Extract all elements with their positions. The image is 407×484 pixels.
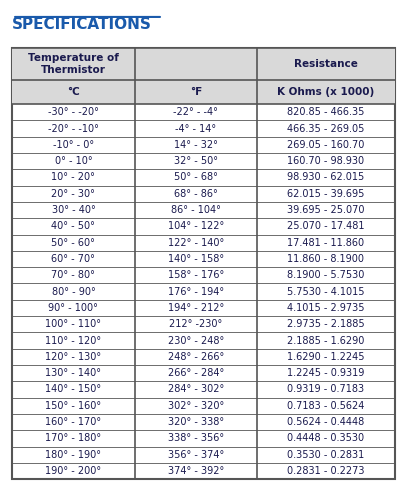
Text: 140° - 158°: 140° - 158° — [168, 254, 224, 264]
Text: 50° - 60°: 50° - 60° — [51, 238, 95, 248]
Bar — [12, 48, 395, 479]
Text: 4.1015 - 2.9735: 4.1015 - 2.9735 — [287, 303, 365, 313]
Text: 5.7530 - 4.1015: 5.7530 - 4.1015 — [287, 287, 365, 297]
Text: -30° - -20°: -30° - -20° — [48, 107, 99, 117]
Text: 374° - 392°: 374° - 392° — [168, 466, 224, 476]
Text: 80° - 90°: 80° - 90° — [52, 287, 95, 297]
Text: 302° - 320°: 302° - 320° — [168, 401, 224, 411]
Text: 190° - 200°: 190° - 200° — [45, 466, 101, 476]
Text: 39.695 - 25.070: 39.695 - 25.070 — [287, 205, 365, 215]
Text: 0.7183 - 0.5624: 0.7183 - 0.5624 — [287, 401, 365, 411]
Text: Resistance: Resistance — [294, 59, 358, 69]
Text: 8.1900 - 5.7530: 8.1900 - 5.7530 — [287, 270, 365, 280]
Text: 120° - 130°: 120° - 130° — [45, 352, 101, 362]
Text: 60° - 70°: 60° - 70° — [51, 254, 95, 264]
Text: 32° - 50°: 32° - 50° — [174, 156, 218, 166]
Text: 86° - 104°: 86° - 104° — [171, 205, 221, 215]
Text: 0.9319 - 0.7183: 0.9319 - 0.7183 — [287, 384, 365, 394]
Text: -4° - 14°: -4° - 14° — [175, 123, 217, 134]
Text: 100° - 110°: 100° - 110° — [46, 319, 101, 329]
Text: 11.860 - 8.1900: 11.860 - 8.1900 — [287, 254, 364, 264]
Text: 160° - 170°: 160° - 170° — [45, 417, 101, 427]
Text: 194° - 212°: 194° - 212° — [168, 303, 224, 313]
Text: 122° - 140°: 122° - 140° — [168, 238, 224, 248]
Text: 230° - 248°: 230° - 248° — [168, 335, 224, 346]
Text: 180° - 190°: 180° - 190° — [46, 450, 101, 460]
Text: 0.5624 - 0.4448: 0.5624 - 0.4448 — [287, 417, 365, 427]
Text: 170° - 180°: 170° - 180° — [45, 433, 101, 443]
Text: 90° - 100°: 90° - 100° — [48, 303, 98, 313]
Text: 140° - 150°: 140° - 150° — [45, 384, 101, 394]
Text: 25.070 - 17.481: 25.070 - 17.481 — [287, 221, 365, 231]
Text: 10° - 20°: 10° - 20° — [51, 172, 95, 182]
Text: 2.1885 - 1.6290: 2.1885 - 1.6290 — [287, 335, 365, 346]
Text: 110° - 120°: 110° - 120° — [45, 335, 101, 346]
Text: 0.2831 - 0.2273: 0.2831 - 0.2273 — [287, 466, 365, 476]
Text: 150° - 160°: 150° - 160° — [45, 401, 101, 411]
Text: -10° - 0°: -10° - 0° — [53, 140, 94, 150]
Text: 104° - 122°: 104° - 122° — [168, 221, 224, 231]
Text: 248° - 266°: 248° - 266° — [168, 352, 224, 362]
Text: 17.481 - 11.860: 17.481 - 11.860 — [287, 238, 365, 248]
Text: 820.85 - 466.35: 820.85 - 466.35 — [287, 107, 365, 117]
Text: 130° - 140°: 130° - 140° — [46, 368, 101, 378]
Text: 212° -230°: 212° -230° — [169, 319, 223, 329]
Text: 160.70 - 98.930: 160.70 - 98.930 — [287, 156, 365, 166]
Text: 20° - 30°: 20° - 30° — [51, 189, 95, 199]
Text: 14° - 32°: 14° - 32° — [174, 140, 218, 150]
Text: Temperature of
Thermistor: Temperature of Thermistor — [28, 53, 119, 75]
Text: -22° - -4°: -22° - -4° — [173, 107, 218, 117]
Text: 2.9735 - 2.1885: 2.9735 - 2.1885 — [287, 319, 365, 329]
Text: K Ohms (x 1000): K Ohms (x 1000) — [277, 87, 374, 97]
Text: 0.3530 - 0.2831: 0.3530 - 0.2831 — [287, 450, 365, 460]
Text: °F: °F — [190, 87, 202, 97]
Text: SPECIFICATIONS: SPECIFICATIONS — [12, 17, 152, 32]
Text: 338° - 356°: 338° - 356° — [168, 433, 224, 443]
Text: °C: °C — [67, 87, 80, 97]
Text: 269.05 - 160.70: 269.05 - 160.70 — [287, 140, 365, 150]
Text: 0° - 10°: 0° - 10° — [55, 156, 92, 166]
Text: 40° - 50°: 40° - 50° — [51, 221, 95, 231]
Text: 158° - 176°: 158° - 176° — [168, 270, 224, 280]
Text: 62.015 - 39.695: 62.015 - 39.695 — [287, 189, 365, 199]
Text: 176° - 194°: 176° - 194° — [168, 287, 224, 297]
Text: -20° - -10°: -20° - -10° — [48, 123, 99, 134]
Text: 68° - 86°: 68° - 86° — [174, 189, 218, 199]
Text: 1.2245 - 0.9319: 1.2245 - 0.9319 — [287, 368, 365, 378]
Text: 50° - 68°: 50° - 68° — [174, 172, 218, 182]
Text: 356° - 374°: 356° - 374° — [168, 450, 224, 460]
Text: 0.4448 - 0.3530: 0.4448 - 0.3530 — [287, 433, 365, 443]
Text: 266° - 284°: 266° - 284° — [168, 368, 224, 378]
Bar — [12, 80, 395, 104]
Text: 98.930 - 62.015: 98.930 - 62.015 — [287, 172, 365, 182]
Text: 284° - 302°: 284° - 302° — [168, 384, 224, 394]
Bar — [12, 48, 395, 80]
Text: 466.35 - 269.05: 466.35 - 269.05 — [287, 123, 365, 134]
Text: 70° - 80°: 70° - 80° — [51, 270, 95, 280]
Text: 320° - 338°: 320° - 338° — [168, 417, 224, 427]
Text: 30° - 40°: 30° - 40° — [52, 205, 95, 215]
Text: 1.6290 - 1.2245: 1.6290 - 1.2245 — [287, 352, 365, 362]
